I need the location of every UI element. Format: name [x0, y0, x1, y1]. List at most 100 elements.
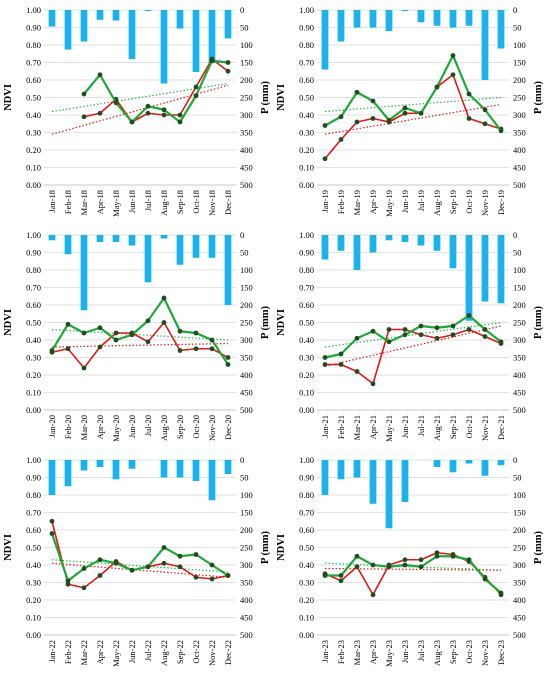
trend-line-red — [51, 84, 229, 135]
ndvi-point-red — [370, 381, 376, 387]
y-tick-label: 0.90 — [299, 23, 314, 33]
trend-line-red — [324, 103, 502, 135]
y2-tick-label: 0 — [513, 455, 517, 465]
y2-tick-label: 250 — [240, 318, 253, 328]
ndvi-point-green — [338, 114, 344, 120]
x-tick-label: Feb-18 — [63, 190, 73, 214]
ndvi-point-red — [370, 116, 376, 121]
x-tick-label: Jul-23 — [416, 640, 426, 661]
ndvi-point-green — [354, 335, 360, 341]
x-tick-label: Mar-20 — [79, 415, 89, 440]
x-tick-label: Jun-18 — [127, 190, 137, 213]
y-tick-label: 0.80 — [26, 490, 41, 500]
x-tick-label: Sep-19 — [448, 190, 458, 214]
ndvi-point-green — [322, 123, 328, 128]
ndvi-point-green — [81, 330, 87, 336]
y-axis-title: NDVI — [276, 309, 287, 336]
y2-tick-label: 350 — [513, 353, 526, 363]
y-tick-label: 0.20 — [26, 145, 41, 155]
ndvi-point-red — [145, 339, 151, 345]
ndvi-point-green — [161, 545, 167, 550]
x-tick-label: Jan-18 — [47, 190, 57, 213]
precip-bar — [48, 235, 56, 241]
x-tick-label: Aug-20 — [159, 415, 169, 441]
y2-tick-label: 250 — [513, 93, 526, 103]
y-tick-label: 0.50 — [26, 93, 41, 103]
x-tick-label: Jul-21 — [416, 415, 426, 436]
x-tick-label: Oct-21 — [464, 415, 474, 439]
ndvi-point-green — [370, 328, 376, 334]
y-tick-label: 0.40 — [26, 110, 41, 120]
ndvi-point-red — [193, 574, 199, 580]
y2-tick-label: 0 — [513, 230, 517, 240]
x-tick-label: Jan-20 — [47, 415, 57, 438]
y-tick-label: 0.80 — [299, 265, 314, 275]
y2-tick-label: 100 — [240, 265, 253, 275]
x-tick-label: Jul-20 — [143, 415, 153, 436]
precip-bar — [353, 10, 361, 28]
x-tick-label: Feb-21 — [336, 415, 346, 439]
y2-tick-label: 450 — [513, 388, 526, 398]
precip-bar — [160, 10, 168, 84]
x-tick-label: Dec-18 — [223, 190, 233, 215]
y2-tick-label: 200 — [513, 300, 526, 310]
y2-tick-label: 450 — [240, 613, 253, 623]
y-tick-label: 0.00 — [26, 405, 41, 415]
ndvi-point-green — [97, 72, 103, 78]
x-tick-label: Sep-23 — [448, 640, 458, 664]
y-tick-label: 0.00 — [26, 180, 41, 190]
ndvi-point-red — [209, 346, 215, 352]
y2-tick-label: 450 — [240, 388, 253, 398]
precip-bar — [401, 460, 409, 502]
precip-bar — [48, 460, 56, 495]
ndvi-point-green — [193, 330, 199, 336]
precip-bar — [417, 235, 425, 246]
precip-bar — [433, 10, 441, 26]
y-tick-label: 1.00 — [26, 455, 41, 465]
y-tick-label: 1.00 — [299, 230, 314, 240]
y-tick-label: 0.30 — [299, 353, 314, 363]
y-tick-label: 0.10 — [299, 163, 314, 173]
y2-tick-label: 0 — [240, 455, 244, 465]
x-tick-label: Oct-23 — [464, 640, 474, 664]
precip-bar — [80, 460, 88, 471]
y2-tick-label: 350 — [513, 578, 526, 588]
ndvi-point-green — [354, 553, 360, 559]
ndvi-point-green — [466, 313, 472, 318]
precip-bar — [401, 235, 409, 242]
y2-tick-label: 400 — [513, 370, 526, 380]
y2-tick-label: 500 — [240, 180, 253, 190]
ndvi-point-green — [97, 557, 103, 563]
x-tick-label: Oct-18 — [191, 190, 201, 214]
precip-bar — [128, 235, 136, 246]
ndvi-point-red — [434, 335, 440, 341]
x-tick-label: Apr-20 — [95, 415, 105, 439]
y2-tick-label: 400 — [513, 145, 526, 155]
y2-tick-label: 450 — [513, 163, 526, 173]
x-tick-label: Jul-22 — [143, 640, 153, 661]
ndvi-line-green — [324, 314, 502, 359]
x-tick-label: Dec-20 — [223, 415, 233, 440]
x-tick-label: Aug-21 — [432, 415, 442, 441]
ndvi-point-green — [129, 567, 135, 573]
ndvi-point-green — [49, 531, 55, 536]
y-tick-label: 0.10 — [299, 388, 314, 398]
trend-line-red — [51, 342, 229, 348]
ndvi-line-red — [324, 73, 502, 160]
y2-tick-label: 250 — [513, 543, 526, 553]
ndvi-line-red — [324, 551, 502, 596]
y-axis-title: NDVI — [276, 534, 287, 561]
x-tick-label: Nov-20 — [207, 415, 217, 441]
y2-tick-label: 200 — [240, 525, 253, 535]
y2-tick-label: 150 — [240, 58, 253, 68]
precip-bar — [321, 10, 329, 70]
ndvi-point-green — [225, 362, 231, 367]
precip-bar — [48, 10, 56, 27]
precip-bar — [192, 10, 200, 72]
y-tick-label: 0.40 — [299, 110, 314, 120]
precip-bar — [321, 235, 329, 260]
ndvi-point-red — [450, 332, 456, 338]
ndvi-point-red — [177, 112, 183, 118]
